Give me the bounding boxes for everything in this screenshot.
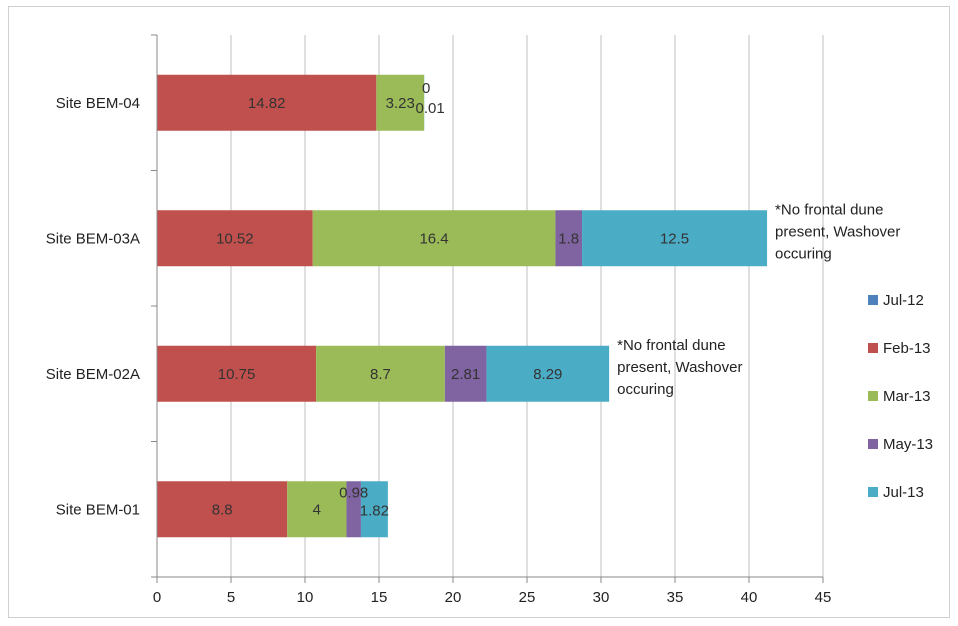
bar-segment xyxy=(287,481,347,538)
category-label: Site BEM-03A xyxy=(46,230,140,247)
legend-label: Mar-13 xyxy=(883,388,931,405)
x-tick-label: 25 xyxy=(519,589,536,606)
data-label: 0.01 xyxy=(416,100,445,117)
bar-segment xyxy=(360,481,388,538)
category-label: Site BEM-02A xyxy=(46,366,140,383)
bar-segment xyxy=(157,345,317,402)
bar-segment xyxy=(444,345,487,402)
data-label: 14.82 xyxy=(248,95,286,112)
data-label: 0 xyxy=(422,80,430,97)
x-tick-label: 5 xyxy=(227,589,235,606)
bar-segment xyxy=(312,210,556,267)
legend-item: Jul-12 xyxy=(868,292,924,309)
data-label: 0.98 xyxy=(339,484,368,501)
legend-swatch xyxy=(868,343,878,353)
bar-segment xyxy=(376,74,425,131)
legend-label: May-13 xyxy=(883,436,933,453)
legend-swatch xyxy=(868,391,878,401)
legend-item: Jul-13 xyxy=(868,484,924,501)
annotation: *No frontal dune present, Washover occurin… xyxy=(617,337,742,398)
x-tick-label: 40 xyxy=(741,589,758,606)
data-label: 8.7 xyxy=(370,366,391,383)
x-tick-label: 35 xyxy=(667,589,684,606)
data-label: 12.5 xyxy=(660,230,689,247)
legend-item: Feb-13 xyxy=(868,340,931,357)
legend-item: Mar-13 xyxy=(868,388,931,405)
annotation-line: occuring xyxy=(617,381,674,398)
x-tick-label: 45 xyxy=(815,589,832,606)
x-tick-label: 30 xyxy=(593,589,610,606)
data-label: 2.81 xyxy=(451,366,480,383)
x-tick-label: 20 xyxy=(445,589,462,606)
annotation: *No frontal dune present, Washover occurin… xyxy=(775,201,900,262)
bar-segment xyxy=(316,345,445,402)
data-label: 16.4 xyxy=(419,230,448,247)
bar-segment xyxy=(346,481,361,538)
legend-label: Jul-13 xyxy=(883,484,924,501)
annotation-line: present, Washover xyxy=(617,359,742,376)
data-labels: 14.82 3.23 0 0.01 10.52 16.4 1.8 12.5 10.75 8.7 2.… xyxy=(212,80,689,520)
annotation-line: *No frontal dune xyxy=(775,201,883,218)
annotation-line: *No frontal dune xyxy=(617,337,725,354)
bar-segment xyxy=(157,210,313,267)
data-label: 8.8 xyxy=(212,501,233,518)
bars xyxy=(157,74,768,538)
data-label: 1.82 xyxy=(360,502,389,519)
bar-segment xyxy=(486,345,610,402)
data-label: 8.29 xyxy=(533,366,562,383)
legend-swatch xyxy=(868,487,878,497)
data-label: 1.8 xyxy=(558,230,579,247)
annotations: *No frontal dune present, Washover occurin… xyxy=(617,201,900,398)
data-label: 10.75 xyxy=(218,366,256,383)
legend-swatch xyxy=(868,439,878,449)
legend-label: Jul-12 xyxy=(883,292,924,309)
annotation-line: present, Washover xyxy=(775,223,900,240)
legend-swatch xyxy=(868,295,878,305)
annotation-line: occuring xyxy=(775,245,832,262)
data-label: 3.23 xyxy=(386,95,415,112)
legend: Jul-12 Feb-13 Mar-13 May-13 Jul-13 xyxy=(868,292,933,501)
legend-label: Feb-13 xyxy=(883,340,931,357)
category-label: Site BEM-01 xyxy=(56,501,140,518)
data-label: 4 xyxy=(313,501,321,518)
x-tick-label: 0 xyxy=(153,589,161,606)
x-tick-label: 10 xyxy=(297,589,314,606)
legend-item: May-13 xyxy=(868,436,933,453)
x-tick-label: 15 xyxy=(371,589,388,606)
bar-segment xyxy=(157,481,288,538)
data-label: 10.52 xyxy=(216,230,254,247)
category-label: Site BEM-04 xyxy=(56,95,140,112)
bar-segment xyxy=(157,74,377,131)
bar-segment xyxy=(555,210,583,267)
bar-segment xyxy=(582,210,768,267)
